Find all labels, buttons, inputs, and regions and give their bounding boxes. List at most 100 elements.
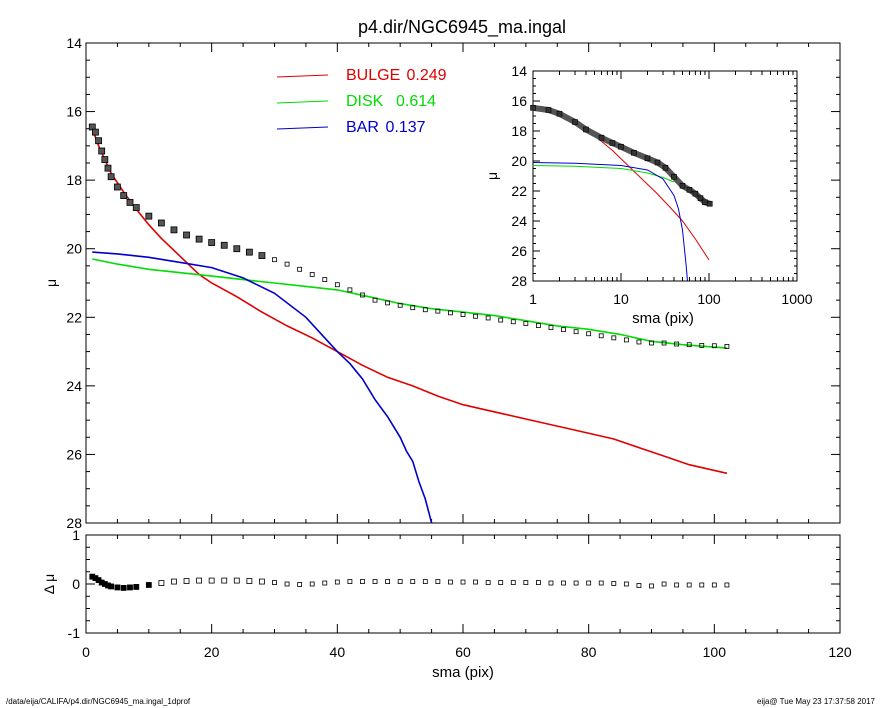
residual-point xyxy=(108,583,115,590)
residual-point xyxy=(114,584,121,591)
data-point xyxy=(410,305,416,311)
inset-data-point xyxy=(671,173,677,180)
data-point xyxy=(101,156,109,163)
main-panel: 14 16 18 20 22 24 26 28 μ BULGE 0.249 DISK 0.614 BAR 0… xyxy=(43,35,841,531)
x-tick-label: 60 xyxy=(455,644,471,660)
residual-point xyxy=(127,584,133,591)
inset-data-point xyxy=(609,140,616,146)
inset-line-disk xyxy=(533,165,675,183)
residual-point xyxy=(246,578,253,584)
data-point xyxy=(485,315,491,321)
x-tick-label: 10 xyxy=(613,291,629,307)
residual-point xyxy=(661,581,667,587)
residual-point xyxy=(183,578,190,584)
data-point xyxy=(297,266,303,272)
y-tick-label: 0 xyxy=(72,576,80,592)
y-tick-label: 24 xyxy=(511,213,527,229)
y-tick-label: 14 xyxy=(66,35,82,51)
legend-value: 0.249 xyxy=(407,67,447,84)
x-tick-label: 100 xyxy=(697,291,721,307)
data-point xyxy=(724,344,730,349)
residual-point xyxy=(284,581,290,587)
y-tick-label: 28 xyxy=(66,515,82,531)
data-point xyxy=(126,199,134,206)
residual-point xyxy=(536,580,541,585)
residual-point xyxy=(674,582,680,588)
data-point xyxy=(385,300,391,306)
residual-point xyxy=(272,580,277,585)
data-point xyxy=(145,212,153,220)
y-tick-label: 18 xyxy=(66,172,82,188)
legend-swatch-disk xyxy=(276,100,329,104)
residual-point xyxy=(259,578,265,585)
inset-line-bar xyxy=(533,162,688,281)
data-point xyxy=(120,192,128,199)
y-tick-label: 18 xyxy=(511,123,527,139)
y-tick-label: 22 xyxy=(66,309,82,325)
data-point xyxy=(548,325,554,330)
inset-data-point xyxy=(654,159,661,166)
x-tick-label: 100 xyxy=(703,644,727,660)
inset-data-point xyxy=(598,134,605,141)
inset-data-point xyxy=(545,107,552,113)
x-axis-label: sma (pix) xyxy=(432,664,494,681)
residual-point xyxy=(686,582,692,588)
data-point xyxy=(309,272,315,277)
inset-data-point xyxy=(618,143,624,150)
chart-title: p4.dir/NGC6945_ma.ingal xyxy=(358,17,566,38)
residual-point xyxy=(711,582,717,588)
legend-label: BAR xyxy=(346,119,379,136)
inset-data-point xyxy=(572,119,578,125)
inset-data-point xyxy=(644,155,651,162)
data-point xyxy=(114,183,121,191)
x-tick-label: 1000 xyxy=(781,291,812,307)
inset-data-point xyxy=(556,110,563,117)
inset-data-point xyxy=(662,164,669,171)
inset-data-point xyxy=(686,187,693,193)
legend-label: BULGE xyxy=(346,67,400,84)
data-point xyxy=(623,337,629,343)
inset-data-point xyxy=(679,182,686,189)
data-point xyxy=(661,340,667,346)
y-tick-label: 28 xyxy=(511,273,527,289)
y-tick-label: 22 xyxy=(511,183,527,199)
residual-point xyxy=(372,579,378,584)
x-axis-label: sma (pix) xyxy=(632,310,694,327)
data-point xyxy=(132,204,140,211)
data-point xyxy=(245,248,253,256)
residual-point xyxy=(623,581,629,587)
data-point xyxy=(397,302,403,308)
data-point xyxy=(598,333,604,339)
residual-point xyxy=(636,583,642,588)
data-point xyxy=(334,282,340,288)
residual-point xyxy=(586,580,592,586)
x-tick-label: 40 xyxy=(330,644,346,660)
inset-data-point xyxy=(692,190,699,197)
residual-point xyxy=(548,580,554,586)
residual-point xyxy=(561,580,566,586)
residual-point xyxy=(699,582,705,588)
data-point xyxy=(473,313,478,319)
residual-point xyxy=(297,582,303,587)
residual-point xyxy=(397,579,403,584)
data-point xyxy=(460,312,466,317)
y-tick-label: 16 xyxy=(66,104,82,120)
residual-point xyxy=(473,579,478,585)
series-line-bar xyxy=(92,251,433,523)
residual-point xyxy=(145,582,152,588)
data-point xyxy=(536,323,541,328)
inset-data-point xyxy=(631,149,637,156)
data-point xyxy=(649,340,654,346)
footer-path: /data/eija/CALIFA/p4.dir/NGC6945_ma.inga… xyxy=(6,697,191,706)
y-tick-label: 24 xyxy=(66,378,82,394)
data-point xyxy=(360,292,365,298)
series-line-bulge xyxy=(91,128,728,475)
data-point xyxy=(104,164,112,172)
data-point xyxy=(510,319,516,325)
data-point xyxy=(233,245,241,253)
data-point xyxy=(98,147,106,155)
y-axis-label: μ xyxy=(484,172,500,180)
data-point xyxy=(523,321,529,326)
legend-value: 0.614 xyxy=(396,93,436,110)
